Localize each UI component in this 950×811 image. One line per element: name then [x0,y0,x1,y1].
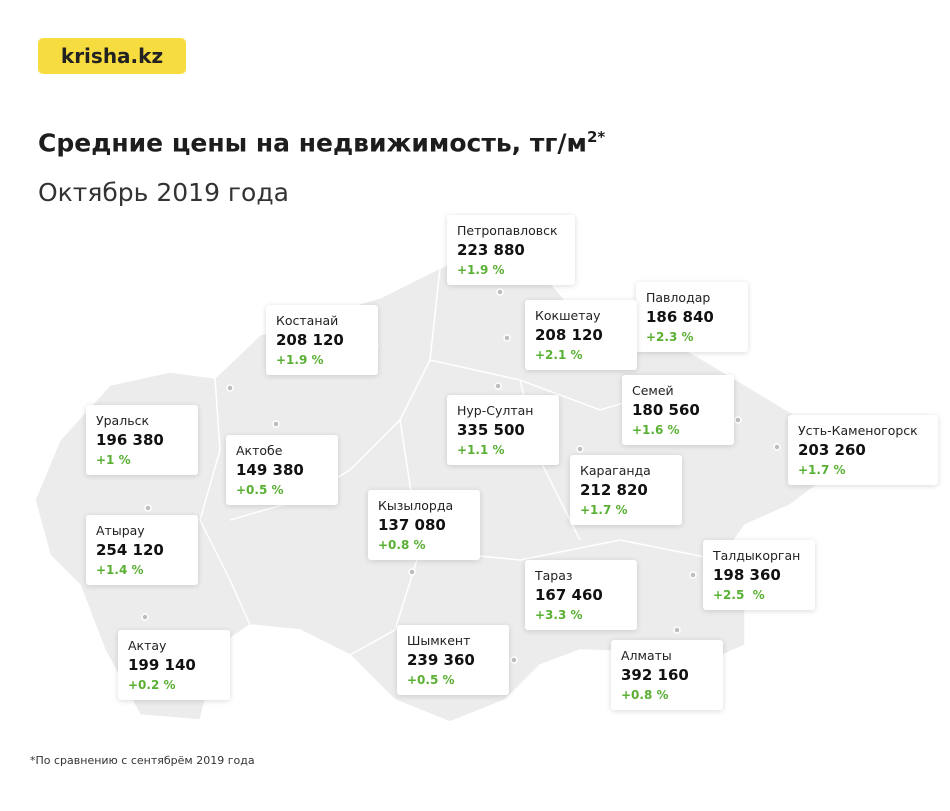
city-dot [496,288,504,296]
city-dot [141,613,149,621]
city-dot [503,334,511,342]
city-card: Семей 180 560 +1.6 % [622,375,734,445]
city-card: Актобе 149 380 +0.5 % [226,435,338,505]
city-price: 137 080 [378,516,446,534]
city-card: Костанай 208 120 +1.9 % [266,305,378,375]
city-name: Караганда [580,463,651,478]
city-name: Шымкент [407,633,471,648]
title-text: Средние цены на недвижимость, тг/м [38,128,587,158]
city-price: 239 360 [407,651,475,669]
city-name: Актау [128,638,167,653]
city-change: +0.5 % [407,673,455,687]
city-price: 208 120 [276,331,344,349]
city-card: Атырау 254 120 +1.4 % [86,515,198,585]
subtitle: Октябрь 2019 года [38,178,289,207]
city-name: Нур-Султан [457,403,534,418]
city-price: 254 120 [96,541,164,559]
city-change: +0.5 % [236,483,284,497]
city-change: +1.9 % [276,353,324,367]
city-name: Усть-Каменогорск [798,423,918,438]
city-change: +2.3 % [646,330,694,344]
city-change: +3.3 % [535,608,583,622]
city-price: 223 880 [457,241,525,259]
city-dot [689,571,697,579]
city-price: 186 840 [646,308,714,326]
city-dot [272,420,280,428]
city-price: 203 260 [798,441,866,459]
city-card: Кызылорда 137 080 +0.8 % [368,490,480,560]
city-card: Кокшетау 208 120 +2.1 % [525,300,637,370]
city-name: Павлодар [646,290,711,305]
city-price: 196 380 [96,431,164,449]
city-dot [673,626,681,634]
city-change: +1.7 % [798,463,846,477]
city-change: +2.1 % [535,348,583,362]
city-dot [510,656,518,664]
city-dot [226,384,234,392]
city-card: Актау 199 140 +0.2 % [118,630,230,700]
city-card: Усть-Каменогорск 203 260 +1.7 % [788,415,938,485]
city-name: Кокшетау [535,308,601,323]
city-dot [408,568,416,576]
city-card: Павлодар 186 840 +2.3 % [636,282,748,352]
title-sup: 2* [586,128,606,146]
city-card: Алматы 392 160 +0.8 % [611,640,723,710]
city-price: 180 560 [632,401,700,419]
city-change: +0.2 % [128,678,176,692]
city-name: Талдыкорган [713,548,801,563]
city-name: Алматы [621,648,672,663]
city-dot [494,382,502,390]
city-name: Уральск [96,413,149,428]
city-price: 212 820 [580,481,648,499]
city-change: +1.6 % [632,423,680,437]
city-card: Петропавловск 223 880 +1.9 % [447,215,575,285]
city-price: 392 160 [621,666,689,684]
city-change: +0.8 % [378,538,426,552]
city-dot [576,445,584,453]
city-card: Шымкент 239 360 +0.5 % [397,625,509,695]
city-card: Тараз 167 460 +3.3 % [525,560,637,630]
city-name: Петропавловск [457,223,558,238]
city-name: Кызылорда [378,498,454,513]
city-change: +2.5 % [713,588,765,602]
footnote: *По сравнению с сентябрём 2019 года [30,754,255,767]
city-price: 167 460 [535,586,603,604]
city-change: +1.1 % [457,443,505,457]
city-change: +0.8 % [621,688,669,702]
title: Средние цены на недвижимость, тг/м2* [38,128,605,157]
city-price: 335 500 [457,421,525,439]
city-price: 199 140 [128,656,196,674]
city-change: +1 % [96,453,131,467]
city-card: Нур-Султан 335 500 +1.1 % [447,395,559,465]
city-change: +1.7 % [580,503,628,517]
city-name: Актобе [236,443,283,458]
city-dot [734,416,742,424]
city-price: 198 360 [713,566,781,584]
city-card: Караганда 212 820 +1.7 % [570,455,682,525]
city-name: Тараз [535,568,573,583]
city-dot [144,504,152,512]
city-price: 149 380 [236,461,304,479]
city-change: +1.4 % [96,563,144,577]
city-card: Уральск 196 380 +1 % [86,405,198,475]
city-name: Костанай [276,313,339,328]
logo: krisha.kz [38,38,186,74]
city-name: Семей [632,383,674,398]
city-card: Талдыкорган 198 360 +2.5 % [703,540,815,610]
city-dot [773,443,781,451]
city-change: +1.9 % [457,263,505,277]
city-price: 208 120 [535,326,603,344]
city-name: Атырау [96,523,145,538]
